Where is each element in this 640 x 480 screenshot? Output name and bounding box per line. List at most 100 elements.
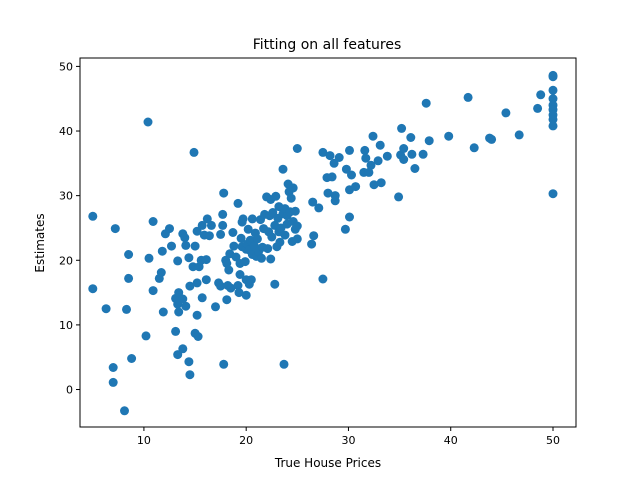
data-point bbox=[548, 85, 558, 95]
data-point bbox=[222, 295, 232, 305]
data-point bbox=[340, 224, 350, 234]
data-point bbox=[88, 211, 98, 221]
y-tick-label: 0 bbox=[66, 384, 73, 397]
data-point bbox=[204, 231, 214, 241]
data-point bbox=[318, 147, 328, 157]
data-point bbox=[192, 278, 202, 288]
data-point bbox=[252, 234, 262, 244]
data-point bbox=[234, 288, 244, 298]
data-point bbox=[243, 224, 253, 234]
x-axis-ticks: 10 20 30 40 50 bbox=[137, 427, 560, 447]
data-point bbox=[325, 151, 335, 161]
data-point bbox=[323, 188, 333, 198]
data-point bbox=[178, 344, 188, 354]
data-point bbox=[514, 130, 524, 140]
data-point bbox=[144, 253, 154, 263]
data-point bbox=[185, 281, 195, 291]
data-point bbox=[197, 220, 207, 230]
data-point bbox=[368, 131, 378, 141]
data-point bbox=[501, 108, 511, 118]
data-point bbox=[240, 257, 250, 267]
data-point bbox=[165, 224, 174, 234]
data-point bbox=[271, 191, 281, 201]
data-point bbox=[192, 226, 202, 236]
data-point bbox=[178, 294, 188, 304]
data-point bbox=[247, 214, 257, 224]
data-point bbox=[397, 123, 407, 133]
data-point bbox=[290, 206, 300, 216]
data-point bbox=[171, 326, 181, 336]
data-point bbox=[120, 406, 129, 416]
data-point bbox=[288, 183, 298, 193]
data-point bbox=[278, 164, 288, 174]
data-point bbox=[101, 304, 111, 314]
data-point bbox=[174, 288, 184, 298]
data-point bbox=[257, 253, 266, 263]
y-tick-label: 10 bbox=[59, 319, 73, 332]
data-point bbox=[127, 354, 137, 363]
data-point bbox=[263, 244, 273, 254]
data-point bbox=[88, 284, 98, 294]
data-point bbox=[108, 377, 118, 387]
data-point bbox=[193, 332, 203, 341]
x-tick-label: 30 bbox=[341, 434, 355, 447]
x-tick-label: 20 bbox=[239, 434, 253, 447]
y-tick-label: 50 bbox=[59, 60, 73, 73]
data-point bbox=[444, 131, 454, 141]
data-point bbox=[292, 144, 302, 153]
data-point bbox=[190, 241, 200, 251]
data-point bbox=[108, 363, 118, 372]
data-point bbox=[382, 151, 392, 161]
data-point bbox=[329, 158, 339, 168]
data-point bbox=[124, 250, 134, 259]
x-axis-label: True House Prices bbox=[274, 456, 381, 470]
y-tick-label: 30 bbox=[59, 190, 73, 203]
data-point bbox=[235, 270, 245, 279]
data-point bbox=[308, 197, 318, 207]
data-point bbox=[345, 145, 354, 155]
data-point bbox=[143, 117, 153, 127]
data-point bbox=[314, 203, 324, 213]
data-point bbox=[110, 224, 120, 234]
data-point bbox=[219, 359, 229, 369]
data-point bbox=[351, 182, 361, 192]
data-point bbox=[345, 212, 354, 222]
data-point bbox=[201, 255, 211, 265]
data-point bbox=[184, 357, 194, 367]
data-point bbox=[167, 241, 176, 251]
data-point bbox=[181, 240, 191, 250]
data-point bbox=[469, 143, 479, 153]
data-point bbox=[224, 265, 234, 275]
data-point bbox=[279, 359, 289, 369]
data-point bbox=[157, 246, 167, 256]
data-point bbox=[341, 164, 351, 174]
y-axis-ticks: 0 10 20 30 40 50 bbox=[59, 60, 80, 397]
data-point bbox=[185, 370, 195, 380]
data-point bbox=[487, 134, 497, 144]
data-point bbox=[211, 302, 220, 312]
data-point bbox=[286, 193, 296, 203]
x-tick-label: 10 bbox=[137, 434, 151, 447]
data-point bbox=[533, 103, 543, 113]
data-point bbox=[292, 234, 302, 244]
data-point bbox=[375, 140, 385, 150]
data-point bbox=[174, 307, 184, 317]
data-point bbox=[246, 275, 256, 285]
data-point bbox=[181, 301, 191, 311]
data-point bbox=[180, 233, 190, 243]
data-point bbox=[361, 153, 371, 163]
data-point bbox=[399, 155, 409, 164]
data-point bbox=[267, 232, 277, 242]
data-point bbox=[376, 178, 386, 188]
data-point bbox=[236, 233, 246, 243]
data-point bbox=[148, 286, 158, 296]
data-point bbox=[158, 307, 168, 317]
data-point bbox=[360, 145, 370, 155]
data-point bbox=[330, 191, 340, 201]
data-point bbox=[216, 281, 226, 291]
y-axis-label: Estimates bbox=[33, 213, 47, 272]
data-point bbox=[226, 283, 236, 293]
data-point bbox=[231, 252, 241, 262]
data-point bbox=[548, 114, 558, 124]
data-point bbox=[266, 254, 276, 264]
